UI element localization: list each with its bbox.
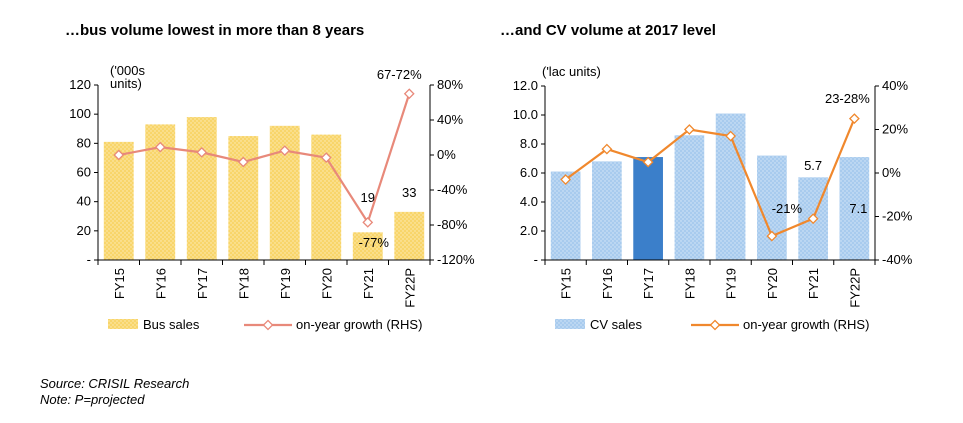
- y-tick-label: 100: [69, 106, 91, 121]
- bar-FY20: [757, 155, 787, 260]
- growth-marker: [560, 174, 572, 185]
- growth-marker: [725, 130, 737, 142]
- x-tick-label: FY16: [153, 268, 168, 299]
- x-tick-label: FY19: [278, 268, 293, 299]
- growth-marker: [237, 156, 249, 168]
- growth-marker: [113, 149, 125, 161]
- y2-tick-label: -40%: [882, 252, 913, 267]
- bar-FY17: [186, 117, 217, 260]
- legend-bar-swatch: [555, 319, 585, 329]
- growth-marker: [154, 141, 166, 153]
- x-tick-label: FY15: [112, 268, 127, 299]
- growth-marker: [279, 145, 291, 157]
- source-text: Source: CRISIL Research: [40, 376, 190, 391]
- data-label: 5.7: [804, 158, 822, 173]
- growth-marker: [601, 143, 613, 155]
- y2-tick-label: 80%: [437, 77, 463, 92]
- bar-FY16: [592, 161, 622, 260]
- y2-tick-label: 40%: [437, 112, 463, 127]
- x-tick-label: FY18: [236, 268, 251, 299]
- y-tick-label: 40: [77, 194, 91, 209]
- growth-marker: [362, 216, 374, 228]
- x-tick-label: FY22P: [402, 268, 417, 308]
- unit-label: units): [110, 76, 142, 91]
- bus-volume-chart-panel: …bus volume lowest in more than 8 years …: [0, 0, 480, 340]
- data-label: 33: [402, 185, 416, 200]
- growth-marker: [807, 213, 819, 225]
- growth-marker: [683, 124, 695, 135]
- x-tick-label: FY16: [600, 268, 615, 299]
- y2-tick-label: -120%: [437, 252, 475, 267]
- y-tick-label: -: [534, 252, 538, 267]
- x-tick-label: FY20: [319, 268, 334, 299]
- source-note: Source: CRISIL Research Note: P=projecte…: [40, 376, 189, 408]
- bar-FY15: [550, 171, 581, 260]
- data-label: 19: [361, 190, 375, 205]
- legend-marker: [709, 319, 721, 331]
- unit-label: ('lac units): [542, 64, 601, 79]
- legend-label: on-year growth (RHS): [296, 317, 422, 332]
- growth-marker: [320, 152, 332, 164]
- y-tick-label: -: [87, 252, 91, 267]
- x-tick-label: FY20: [765, 268, 780, 299]
- bar-FY15: [103, 141, 134, 260]
- x-tick-label: FY17: [195, 268, 210, 299]
- unit-label: ('000s: [110, 63, 146, 78]
- legend-marker: [262, 319, 274, 331]
- cv-sales-chart: - 2.0 4.0 6.0 8.0 10.0 12.0 -40% -20% 0% 20% 40% FY1…: [513, 64, 913, 332]
- bar-FY22P: [839, 157, 870, 260]
- chart-title: …bus volume lowest in more than 8 years: [65, 22, 365, 39]
- y-tick-label: 6.0: [520, 165, 538, 180]
- bar-FY18: [674, 135, 705, 260]
- y2-tick-label: -20%: [882, 209, 913, 224]
- growth-marker: [848, 113, 860, 125]
- x-tick-label: FY18: [682, 268, 697, 299]
- x-tick-label: FY22P: [847, 268, 862, 308]
- bar-FY18: [228, 136, 259, 260]
- legend-label: CV sales: [590, 317, 643, 332]
- y2-tick-label: 20%: [882, 122, 908, 137]
- growth-marker: [642, 156, 654, 168]
- data-label: 23-28%: [825, 91, 870, 106]
- growth-marker: [403, 88, 415, 100]
- y-tick-label: 20: [77, 223, 91, 238]
- y2-tick-label: -80%: [437, 217, 468, 232]
- data-label: 67-72%: [377, 67, 422, 82]
- y-tick-label: 60: [77, 165, 91, 180]
- data-label: -77%: [359, 235, 390, 250]
- cv-volume-chart-panel: …and CV volume at 2017 level - 2.0 4.0 6.0 8…: [480, 0, 963, 340]
- bar-FY22P: [394, 211, 425, 260]
- y2-tick-label: -40%: [437, 182, 468, 197]
- bar-FY21: [352, 232, 383, 260]
- y-tick-label: 120: [69, 77, 91, 92]
- legend-label: on-year growth (RHS): [743, 317, 869, 332]
- x-tick-label: FY21: [361, 268, 376, 299]
- data-label: -21%: [772, 201, 803, 216]
- growth-line: [564, 118, 856, 238]
- x-tick-label: FY15: [559, 268, 574, 299]
- legend-label: Bus sales: [143, 317, 200, 332]
- x-tick-label: FY21: [806, 268, 821, 299]
- y-tick-label: 12.0: [513, 78, 538, 93]
- data-label: 7.1: [849, 201, 867, 216]
- legend-bar-swatch: [108, 319, 138, 329]
- x-tick-label: FY17: [641, 268, 656, 299]
- growth-line: [118, 93, 411, 225]
- y-tick-label: 10.0: [513, 107, 538, 122]
- y-tick-label: 8.0: [520, 136, 538, 151]
- y-tick-label: 80: [77, 135, 91, 150]
- note-text: Note: P=projected: [40, 392, 145, 407]
- y2-tick-label: 0%: [437, 147, 456, 162]
- y-tick-label: 2.0: [520, 223, 538, 238]
- growth-marker: [196, 146, 208, 158]
- y2-tick-label: 0%: [882, 165, 901, 180]
- chart-title: …and CV volume at 2017 level: [500, 22, 716, 39]
- y-tick-label: 4.0: [520, 194, 538, 209]
- bar-FY17: [633, 157, 663, 260]
- growth-marker: [766, 230, 778, 242]
- x-tick-label: FY19: [724, 268, 739, 299]
- y2-tick-label: 40%: [882, 78, 908, 93]
- bus-sales-chart: - 20 40 60 80 100 120 -120% -80% -40% 0% 40% 80% FY15…: [69, 63, 475, 332]
